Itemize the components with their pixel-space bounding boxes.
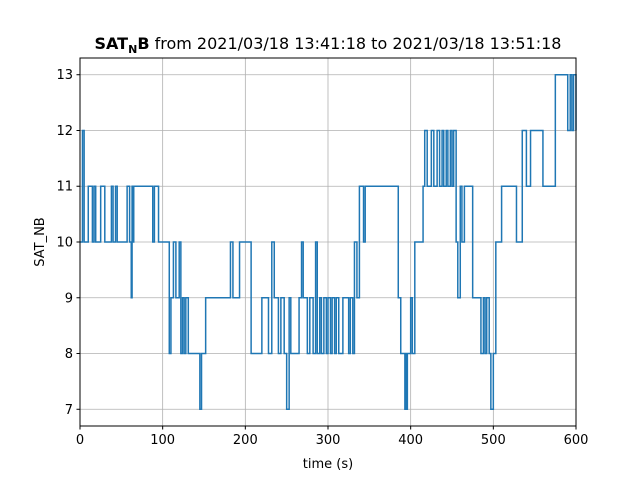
chart-title: SATNB from 2021/03/18 13:41:18 to 2021/0… <box>95 34 562 56</box>
x-tick-label: 100 <box>150 433 175 448</box>
x-tick-label: 300 <box>316 433 341 448</box>
title-rest: from 2021/03/18 13:41:18 to 2021/03/18 1… <box>150 34 562 53</box>
x-axis-label: time (s) <box>303 457 353 472</box>
y-tick-label: 13 <box>56 68 73 83</box>
x-tick-label: 200 <box>233 433 258 448</box>
y-tick-label: 12 <box>56 124 73 139</box>
title-subscript: N <box>128 43 137 56</box>
y-axis-label: SAT_NB <box>33 217 48 266</box>
y-tick-label: 8 <box>65 347 73 362</box>
x-tick-label: 400 <box>398 433 423 448</box>
series-line <box>80 73 577 411</box>
y-tick-label: 11 <box>56 180 73 195</box>
x-tick-label: 500 <box>481 433 506 448</box>
x-axis: 0 100 200 300 400 500 600 <box>76 426 589 448</box>
title-main-suffix: B <box>137 34 149 53</box>
y-tick-label: 10 <box>56 236 73 251</box>
x-tick-label: 600 <box>564 433 589 448</box>
title-main: SAT <box>95 34 129 53</box>
y-tick-label: 9 <box>65 291 73 306</box>
plot-area <box>80 73 577 411</box>
x-tick-label: 0 <box>76 433 84 448</box>
y-axis: 7 8 9 10 11 12 13 <box>56 68 80 418</box>
y-tick-label: 7 <box>65 403 73 418</box>
